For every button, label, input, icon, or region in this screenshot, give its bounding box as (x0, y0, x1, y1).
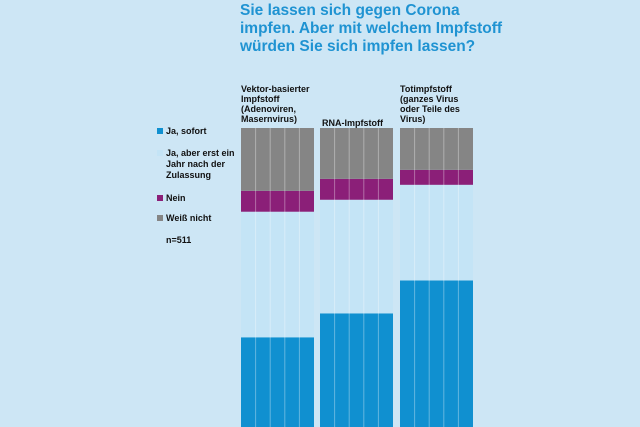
legend-label-ja-nach-zulassung: Ja, aber erst ein Jahr nach der Zulassun… (166, 148, 235, 180)
bar-1-ja-sofort (241, 337, 314, 427)
sample-size-label: n=511 (166, 235, 192, 245)
bar-1-nein (241, 190, 314, 212)
legend-label-nein: Nein (166, 193, 186, 203)
title-line-1: Sie lassen sich gegen Corona (240, 2, 460, 19)
title-line-3: würden Sie sich impfen lassen? (240, 38, 476, 55)
bar-3-ja-sofort (400, 280, 473, 427)
legend-label-ja-sofort: Ja, sofort (166, 126, 207, 136)
bar-3-ja-nach-zulassung (400, 184, 473, 281)
bar-3-weiss-nicht (400, 128, 473, 170)
bar-2-nein (320, 178, 393, 200)
category-label-vektor: Vektor-basierter Impfstoff (Adenoviren, … (241, 84, 310, 124)
bar-2-weiss-nicht (320, 128, 393, 179)
legend-item-weiss-nicht: Weiß nicht (157, 213, 237, 224)
legend-swatch-ja-nach-zulassung (157, 150, 163, 156)
category-label-tot: Totimpfstoff (ganzes Virus oder Teile de… (400, 84, 460, 124)
legend-item-ja-nach-zulassung: Ja, aber erst ein Jahr nach der Zulassun… (157, 148, 237, 181)
bar-1-weiss-nicht (241, 128, 314, 191)
category-label-rna: RNA-Impfstoff (322, 118, 383, 128)
legend-swatch-weiss-nicht (157, 215, 163, 221)
bar-1-ja-nach-zulassung (241, 211, 314, 338)
legend-label-weiss-nicht: Weiß nicht (166, 213, 212, 223)
legend-item-nein: Nein (157, 193, 237, 204)
bar-3-nein (400, 169, 473, 185)
legend-swatch-nein (157, 195, 163, 201)
title-line-2: impfen. Aber mit welchem Impfstoff (240, 20, 503, 37)
legend-swatch-ja-sofort (157, 128, 163, 134)
bar-2-ja-sofort (320, 313, 393, 427)
bar-2-ja-nach-zulassung (320, 199, 393, 314)
legend-item-ja-sofort: Ja, sofort (157, 126, 237, 137)
chart-title: Sie lassen sich gegen Corona impfen. Abe… (240, 2, 630, 56)
